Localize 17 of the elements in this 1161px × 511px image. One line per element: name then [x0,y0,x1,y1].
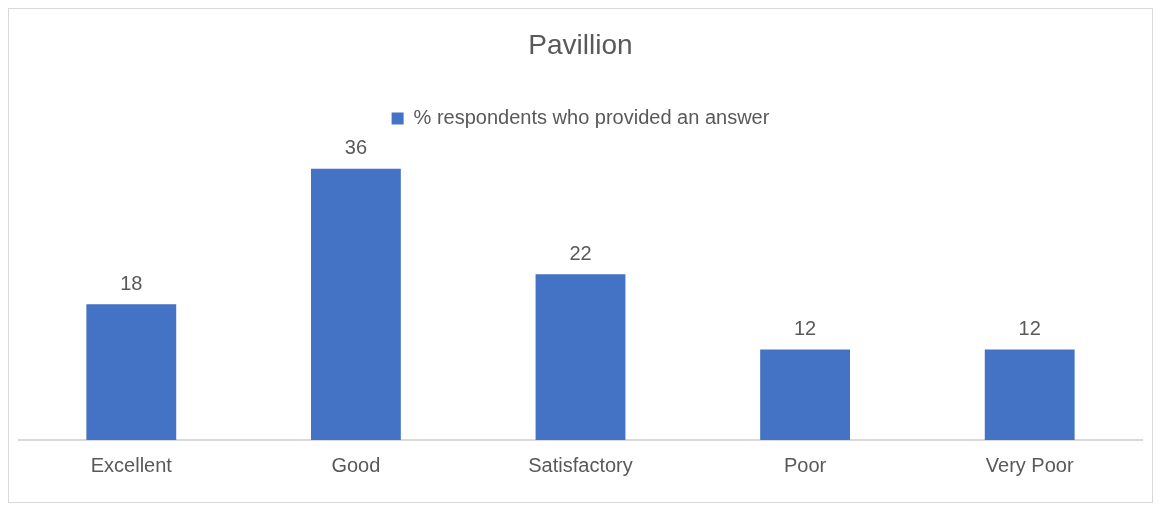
x-tick-label: Good [331,453,381,476]
bar [310,168,401,440]
data-label: 12 [793,317,817,340]
bar [535,274,626,440]
data-label: 22 [569,241,592,264]
data-label: 18 [120,271,143,294]
chart-title: Pavillion [528,28,633,60]
legend-label: % respondents who provided an answer [413,106,770,129]
data-label: 36 [344,136,368,159]
bar [984,349,1075,440]
bar [86,304,177,440]
data-label: 12 [1018,317,1041,340]
x-tick-label: Poor [783,453,827,476]
x-tick-label: Excellent [90,453,173,476]
x-tick-label: Satisfactory [528,453,633,476]
bar [760,349,851,440]
x-tick-label: Very Poor [985,453,1074,476]
